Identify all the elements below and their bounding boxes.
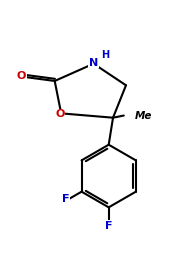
Text: N: N — [89, 58, 98, 68]
Text: Me: Me — [135, 111, 152, 121]
Text: F: F — [105, 221, 112, 231]
Text: H: H — [101, 50, 109, 60]
Text: F: F — [62, 194, 70, 204]
Text: O: O — [56, 109, 65, 120]
Text: O: O — [16, 71, 26, 81]
